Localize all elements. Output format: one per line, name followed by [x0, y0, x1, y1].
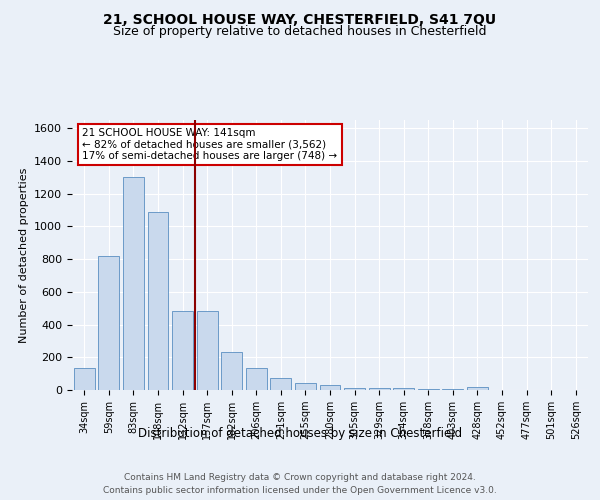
- Text: Contains HM Land Registry data © Crown copyright and database right 2024.: Contains HM Land Registry data © Crown c…: [124, 472, 476, 482]
- Text: Contains public sector information licensed under the Open Government Licence v3: Contains public sector information licen…: [103, 486, 497, 495]
- Bar: [467, 387, 488, 390]
- Text: 21, SCHOOL HOUSE WAY, CHESTERFIELD, S41 7QU: 21, SCHOOL HOUSE WAY, CHESTERFIELD, S41 …: [103, 12, 497, 26]
- Bar: [172, 312, 193, 390]
- Text: Distribution of detached houses by size in Chesterfield: Distribution of detached houses by size …: [138, 428, 462, 440]
- Bar: [98, 256, 119, 390]
- Bar: [74, 368, 95, 390]
- Bar: [344, 388, 365, 390]
- Bar: [368, 388, 389, 390]
- Bar: [246, 368, 267, 390]
- Bar: [148, 212, 169, 390]
- Text: Size of property relative to detached houses in Chesterfield: Size of property relative to detached ho…: [113, 25, 487, 38]
- Y-axis label: Number of detached properties: Number of detached properties: [19, 168, 29, 342]
- Bar: [393, 388, 414, 390]
- Bar: [123, 178, 144, 390]
- Bar: [271, 378, 292, 390]
- Bar: [221, 352, 242, 390]
- Bar: [320, 386, 340, 390]
- Bar: [197, 312, 218, 390]
- Bar: [442, 389, 463, 390]
- Bar: [418, 388, 439, 390]
- Text: 21 SCHOOL HOUSE WAY: 141sqm
← 82% of detached houses are smaller (3,562)
17% of : 21 SCHOOL HOUSE WAY: 141sqm ← 82% of det…: [82, 128, 337, 162]
- Bar: [295, 384, 316, 390]
